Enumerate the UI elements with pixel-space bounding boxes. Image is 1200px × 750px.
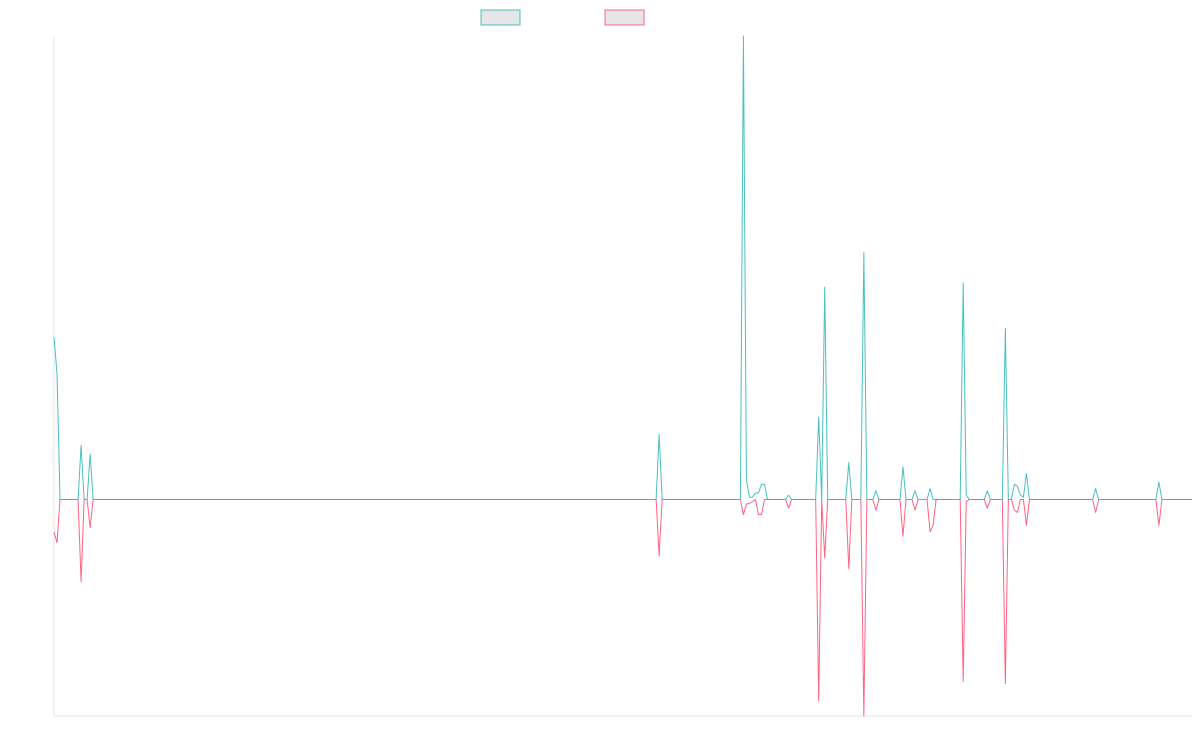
series-line-2 bbox=[53, 498, 1192, 717]
legend-swatch-1[interactable] bbox=[480, 9, 521, 26]
series-line-1 bbox=[53, 35, 1192, 500]
legend-swatch-2[interactable] bbox=[604, 9, 645, 26]
legend bbox=[480, 9, 645, 26]
chart-axes bbox=[53, 36, 1192, 717]
series-layer bbox=[53, 35, 1192, 717]
